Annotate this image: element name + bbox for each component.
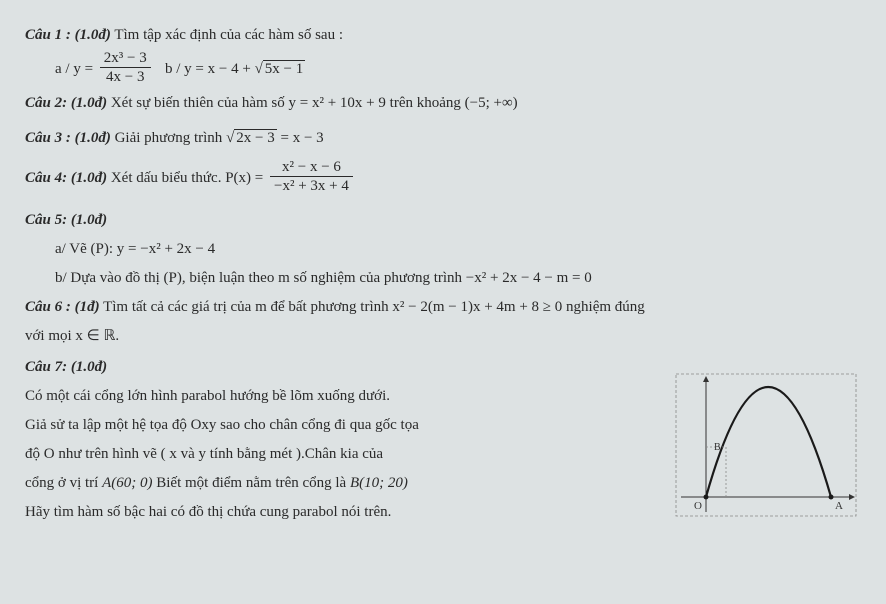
question-7-title: Câu 7: (1.0đ) [25, 354, 661, 381]
q7-l5: Hãy tìm hàm số bậc hai có đồ thị chứa cu… [25, 499, 661, 526]
question-1: Câu 1 : (1.0đ) Tìm tập xác định của các … [25, 22, 861, 49]
q4-px: P(x) = [225, 170, 263, 186]
q6-text-a: Tìm tất cả các giá trị của m để bất phươ… [103, 299, 392, 315]
q1-text: Tìm tập xác định của các hàm số sau : [114, 27, 343, 43]
question-3: Câu 3 : (1.0đ) Giải phương trình 2x − 3 … [25, 125, 861, 152]
q3-text: Giải phương trình [115, 130, 226, 146]
q4-title: Câu 4: (1.0đ) [25, 170, 107, 186]
q7-l3: độ O như trên hình vẽ ( x và y tính bằng… [25, 441, 661, 468]
q2-title: Câu 2: (1.0đ) [25, 95, 107, 111]
q1a-prefix: a / y = [55, 61, 93, 77]
question-6: Câu 6 : (1đ) Tìm tất cả các giá trị của … [25, 294, 861, 321]
q4-fraction: x² − x − 6 −x² + 3x + 4 [270, 158, 353, 195]
q3-rad: 2x − 3 [234, 129, 276, 146]
q1a-num: 2x³ − 3 [100, 49, 151, 68]
q2-interval: (−5; +∞) [465, 95, 518, 111]
svg-text:A: A [835, 500, 843, 512]
q6-title: Câu 6 : (1đ) [25, 299, 100, 315]
q2-text-a: Xét sự biến thiên của hàm số [111, 95, 289, 111]
q1b-prefix: b / y = x − 4 + [165, 61, 255, 77]
q6-line2: với mọi x ∈ ℝ. [25, 323, 861, 350]
q5-b: b/ Dựa vào đồ thị (P), biện luận theo m … [25, 265, 861, 292]
q6-text-b: nghiệm đúng [566, 299, 645, 315]
q7-l4c: Biết một điểm nằm trên cổng là [153, 475, 350, 491]
question-4: Câu 4: (1.0đ) Xét dấu biểu thức. P(x) = … [25, 160, 861, 197]
q1b-sqrt: 5x − 1 [255, 61, 306, 77]
q2-eq: y = x² + 10x + 9 [289, 95, 386, 111]
q3-title: Câu 3 : (1.0đ) [25, 130, 111, 146]
q3-sqrt: 2x − 3 [226, 130, 277, 146]
q1a-fraction: 2x³ − 3 4x − 3 [100, 49, 151, 86]
svg-text:B: B [714, 442, 721, 453]
q2-text-b: trên khoảng [390, 95, 465, 111]
q7-point-B: B(10; 20) [350, 475, 408, 491]
q7-l4: cổng ở vị trí A(60; 0) Biết một điểm nằm… [25, 470, 661, 497]
parabola-graph: O A B [671, 372, 861, 522]
q1-title: Câu 1 : (1.0đ) [25, 27, 111, 43]
q4-den: −x² + 3x + 4 [270, 177, 353, 195]
svg-text:O: O [694, 500, 702, 512]
q5-a: a/ Vẽ (P): y = −x² + 2x − 4 [25, 236, 861, 263]
q1a-den: 4x − 3 [100, 68, 151, 86]
q4-num: x² − x − 6 [270, 158, 353, 177]
q1-equations: a / y = 2x³ − 3 4x − 3 b / y = x − 4 + 5… [25, 51, 861, 88]
q4-text: Xét dấu biểu thức. [111, 170, 225, 186]
q7-l2: Giả sử ta lập một hệ tọa độ Oxy sao cho … [25, 412, 661, 439]
q3-rhs: = x − 3 [277, 130, 324, 146]
q7-point-A: A(60; 0) [102, 475, 152, 491]
q7-l4a: cổng ở vị trí [25, 475, 102, 491]
question-5-title: Câu 5: (1.0đ) [25, 207, 861, 234]
q7-l1: Có một cái cổng lớn hình parabol hướng b… [25, 383, 661, 410]
q6-eq: x² − 2(m − 1)x + 4m + 8 ≥ 0 [392, 299, 562, 315]
question-2: Câu 2: (1.0đ) Xét sự biến thiên của hàm … [25, 90, 861, 117]
q7-title: Câu 7: (1.0đ) [25, 359, 107, 375]
q5-title: Câu 5: (1.0đ) [25, 212, 107, 228]
q1b-rad: 5x − 1 [263, 60, 305, 77]
